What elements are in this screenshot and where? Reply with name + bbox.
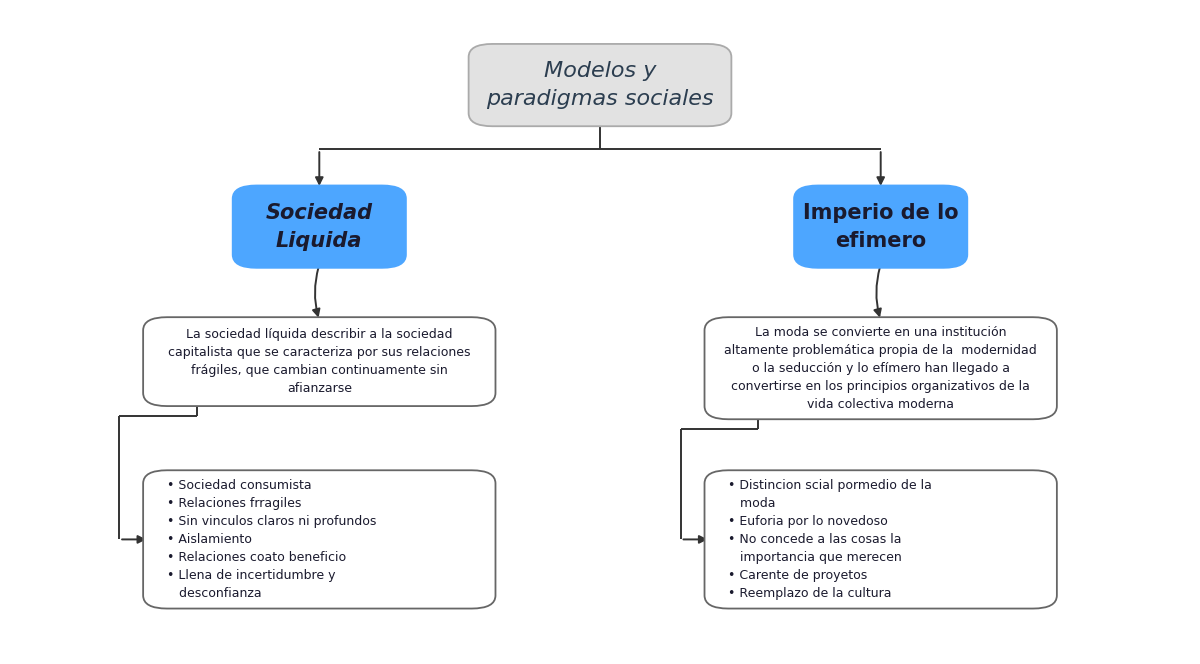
FancyBboxPatch shape [143,317,496,406]
Text: Imperio de lo
efimero: Imperio de lo efimero [803,203,959,250]
FancyBboxPatch shape [704,317,1057,419]
Text: Modelos y
paradigmas sociales: Modelos y paradigmas sociales [486,61,714,109]
FancyBboxPatch shape [469,44,731,126]
FancyBboxPatch shape [704,470,1057,608]
Text: La sociedad líquida describir a la sociedad
capitalista que se caracteriza por s: La sociedad líquida describir a la socie… [168,328,470,395]
Text: La moda se convierte en una institución
altamente problemática propia de la  mod: La moda se convierte en una institución … [725,326,1037,411]
FancyBboxPatch shape [143,470,496,608]
Text: • Sociedad consumista
• Relaciones frragiles
• Sin vinculos claros ni profundos
: • Sociedad consumista • Relaciones frrag… [167,479,377,600]
Text: Sociedad
Liquida: Sociedad Liquida [265,203,373,250]
Text: • Distincion scial pormedio de la
   moda
• Euforia por lo novedoso
• No concede: • Distincion scial pormedio de la moda •… [728,479,932,600]
FancyBboxPatch shape [794,185,967,268]
FancyBboxPatch shape [233,185,406,268]
